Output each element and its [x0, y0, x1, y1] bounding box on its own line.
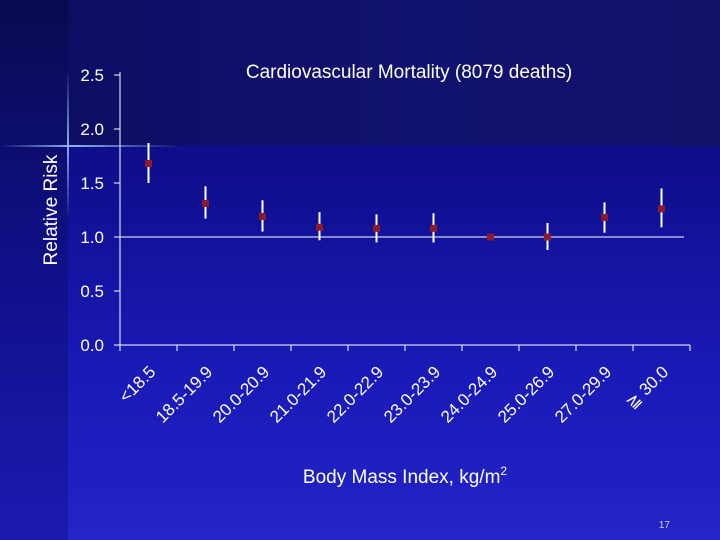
y-tick-label: 1.0	[80, 228, 104, 247]
data-point	[316, 223, 323, 231]
x-tick-label: <18.5	[115, 362, 159, 406]
background-band-left	[0, 0, 68, 540]
data-point	[202, 200, 209, 208]
light-flare-vertical	[67, 70, 69, 220]
y-tick-label: 0.0	[80, 336, 104, 355]
x-tick-label: 27.0-29.9	[551, 362, 615, 426]
plot-area: 0.0 0.5 1.0 1.5 2.0 2.5 <18.518.5-19.920.0-20.…	[80, 66, 691, 427]
y-tick-label: 0.5	[80, 282, 104, 301]
light-flare-horizontal	[0, 145, 180, 147]
y-tick-label: 2.5	[80, 66, 104, 85]
x-tick-label: ≧ 30.0	[622, 362, 672, 412]
data-point	[259, 212, 266, 220]
x-axis-label: Body Mass Index, kg/m2	[303, 464, 507, 488]
y-axis-label: Relative Risk	[41, 154, 62, 265]
data-point	[658, 205, 665, 213]
data-point	[487, 233, 494, 241]
y-tick-label: 2.0	[80, 120, 104, 139]
x-tick-label: 21.0-21.9	[266, 362, 330, 426]
data-point	[544, 233, 551, 241]
data-point	[430, 224, 437, 232]
x-tick-label: 22.0-22.9	[323, 362, 387, 426]
x-tick-label: 20.0-20.9	[209, 362, 273, 426]
x-tick-label: 18.5-19.9	[152, 362, 216, 426]
data-point	[145, 160, 152, 168]
chart-title: Cardiovascular Mortality (8079 deaths)	[246, 62, 572, 83]
x-tick-label: 23.0-23.9	[380, 362, 444, 426]
data-point	[373, 224, 380, 232]
data-point	[601, 214, 608, 222]
y-tick-label: 1.5	[80, 174, 104, 193]
slide-number: 17	[658, 520, 670, 531]
x-tick-label: 24.0-24.9	[437, 362, 501, 426]
x-tick-label: 25.0-26.9	[494, 362, 558, 426]
x-axis-label-superscript: 2	[500, 464, 507, 478]
